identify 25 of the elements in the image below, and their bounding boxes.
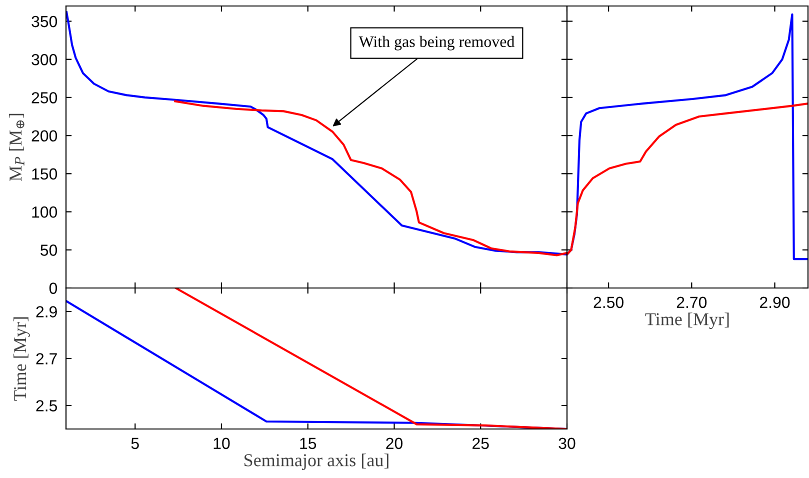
x-tick-label: 10 [214, 438, 230, 450]
y-tick-label: 2.9 [36, 306, 57, 318]
y-tick-label: 50 [40, 244, 58, 256]
x-axis-title: Time [Myr] [645, 312, 729, 330]
y-tick-label: 200 [32, 130, 58, 142]
x-tick-label: 2.70 [676, 296, 707, 308]
y-tick-label: 2.5 [36, 400, 57, 412]
y-axis-title: Time [Myr] [13, 317, 30, 401]
x-tick-label: 2.50 [594, 296, 624, 308]
x-tick-label: 25 [472, 438, 489, 450]
y-axis-title: M$_{P}$ [M$_{⊕}$] [8, 114, 24, 182]
y-tick-label: 250 [32, 92, 58, 104]
x-tick-label: 2.90 [760, 296, 790, 308]
annotation: With gas being removed [358, 36, 515, 50]
x-tick-label: 30 [558, 438, 576, 450]
x-tick-label: 20 [386, 438, 402, 450]
y-tick-label: 2.7 [36, 353, 57, 364]
y-tick-label: 100 [32, 206, 58, 218]
y-tick-label: 300 [32, 54, 58, 66]
x-tick-label: 15 [300, 438, 316, 450]
y-tick-label: 150 [32, 168, 58, 180]
x-tick-label: 5 [131, 438, 139, 450]
y-tick-label: 0 [49, 282, 58, 294]
y-tick-label: 350 [32, 16, 58, 28]
x-axis-title: Semimajor axis [au] [244, 454, 388, 470]
